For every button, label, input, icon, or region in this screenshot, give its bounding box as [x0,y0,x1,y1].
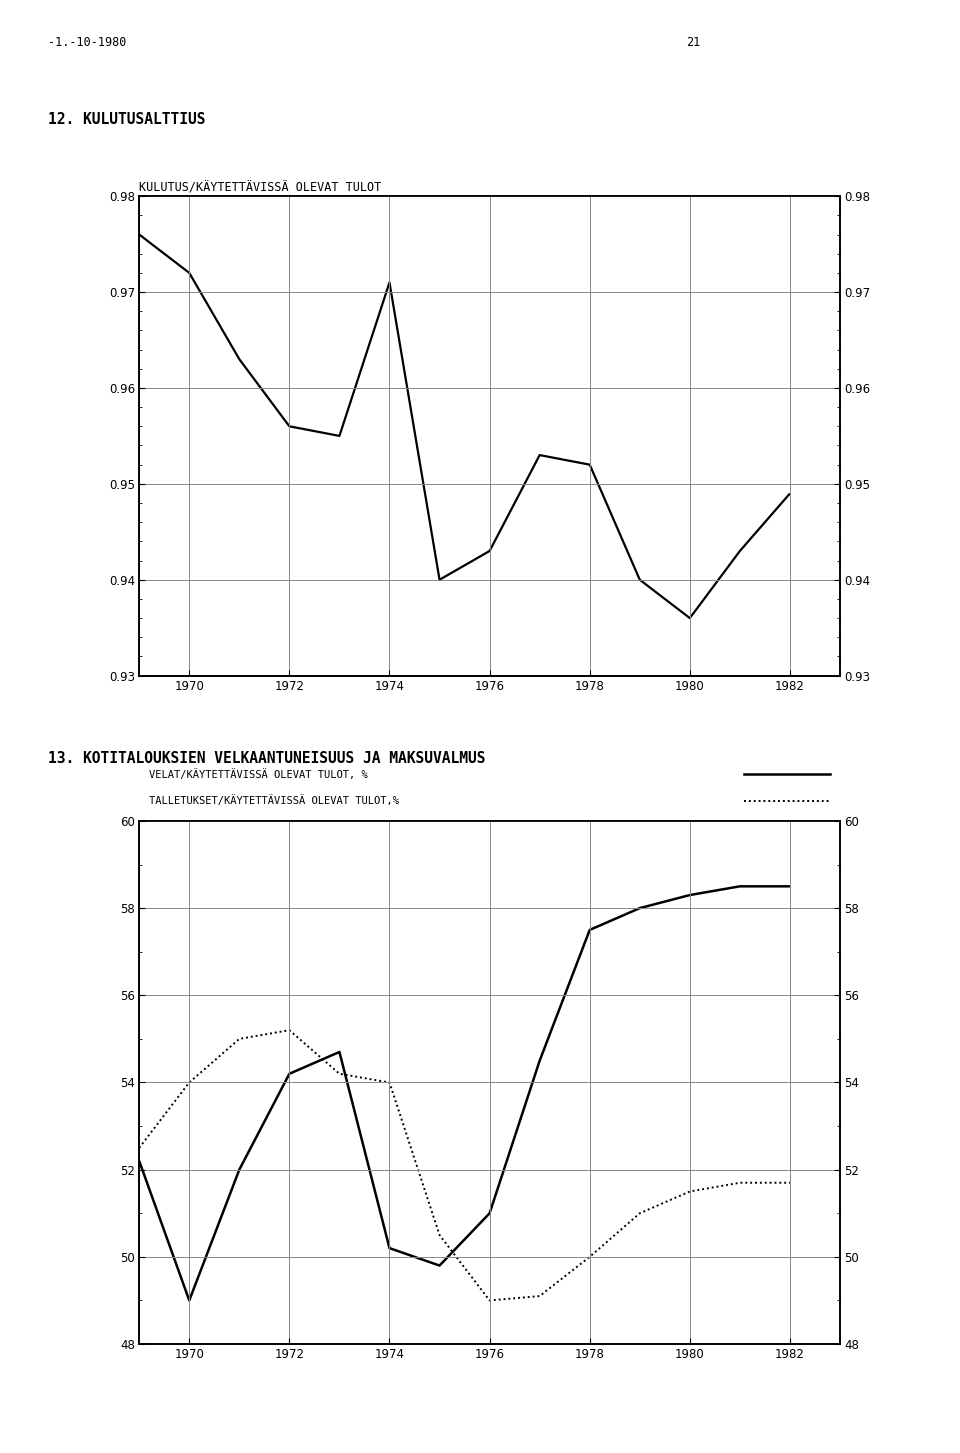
Text: 21: 21 [686,36,701,49]
Text: -1.-10-1980: -1.-10-1980 [48,36,127,49]
Text: TALLETUKSET/KÄYTETTÄVISSÄ OLEVAT TULOT,%: TALLETUKSET/KÄYTETTÄVISSÄ OLEVAT TULOT,% [149,795,398,806]
Text: 12. KULUTUSALTTIUS: 12. KULUTUSALTTIUS [48,112,205,126]
Text: KULUTUS/KÄYTETTÄVISSÄ OLEVAT TULOT: KULUTUS/KÄYTETTÄVISSÄ OLEVAT TULOT [139,182,381,195]
Text: VELAT/KÄYTETTÄVISSÄ OLEVAT TULOT, %: VELAT/KÄYTETTÄVISSÄ OLEVAT TULOT, % [149,769,368,780]
Text: 13. KOTITALOUKSIEN VELKAANTUNEISUUS JA MAKSUVALMUS: 13. KOTITALOUKSIEN VELKAANTUNEISUUS JA M… [48,751,486,766]
